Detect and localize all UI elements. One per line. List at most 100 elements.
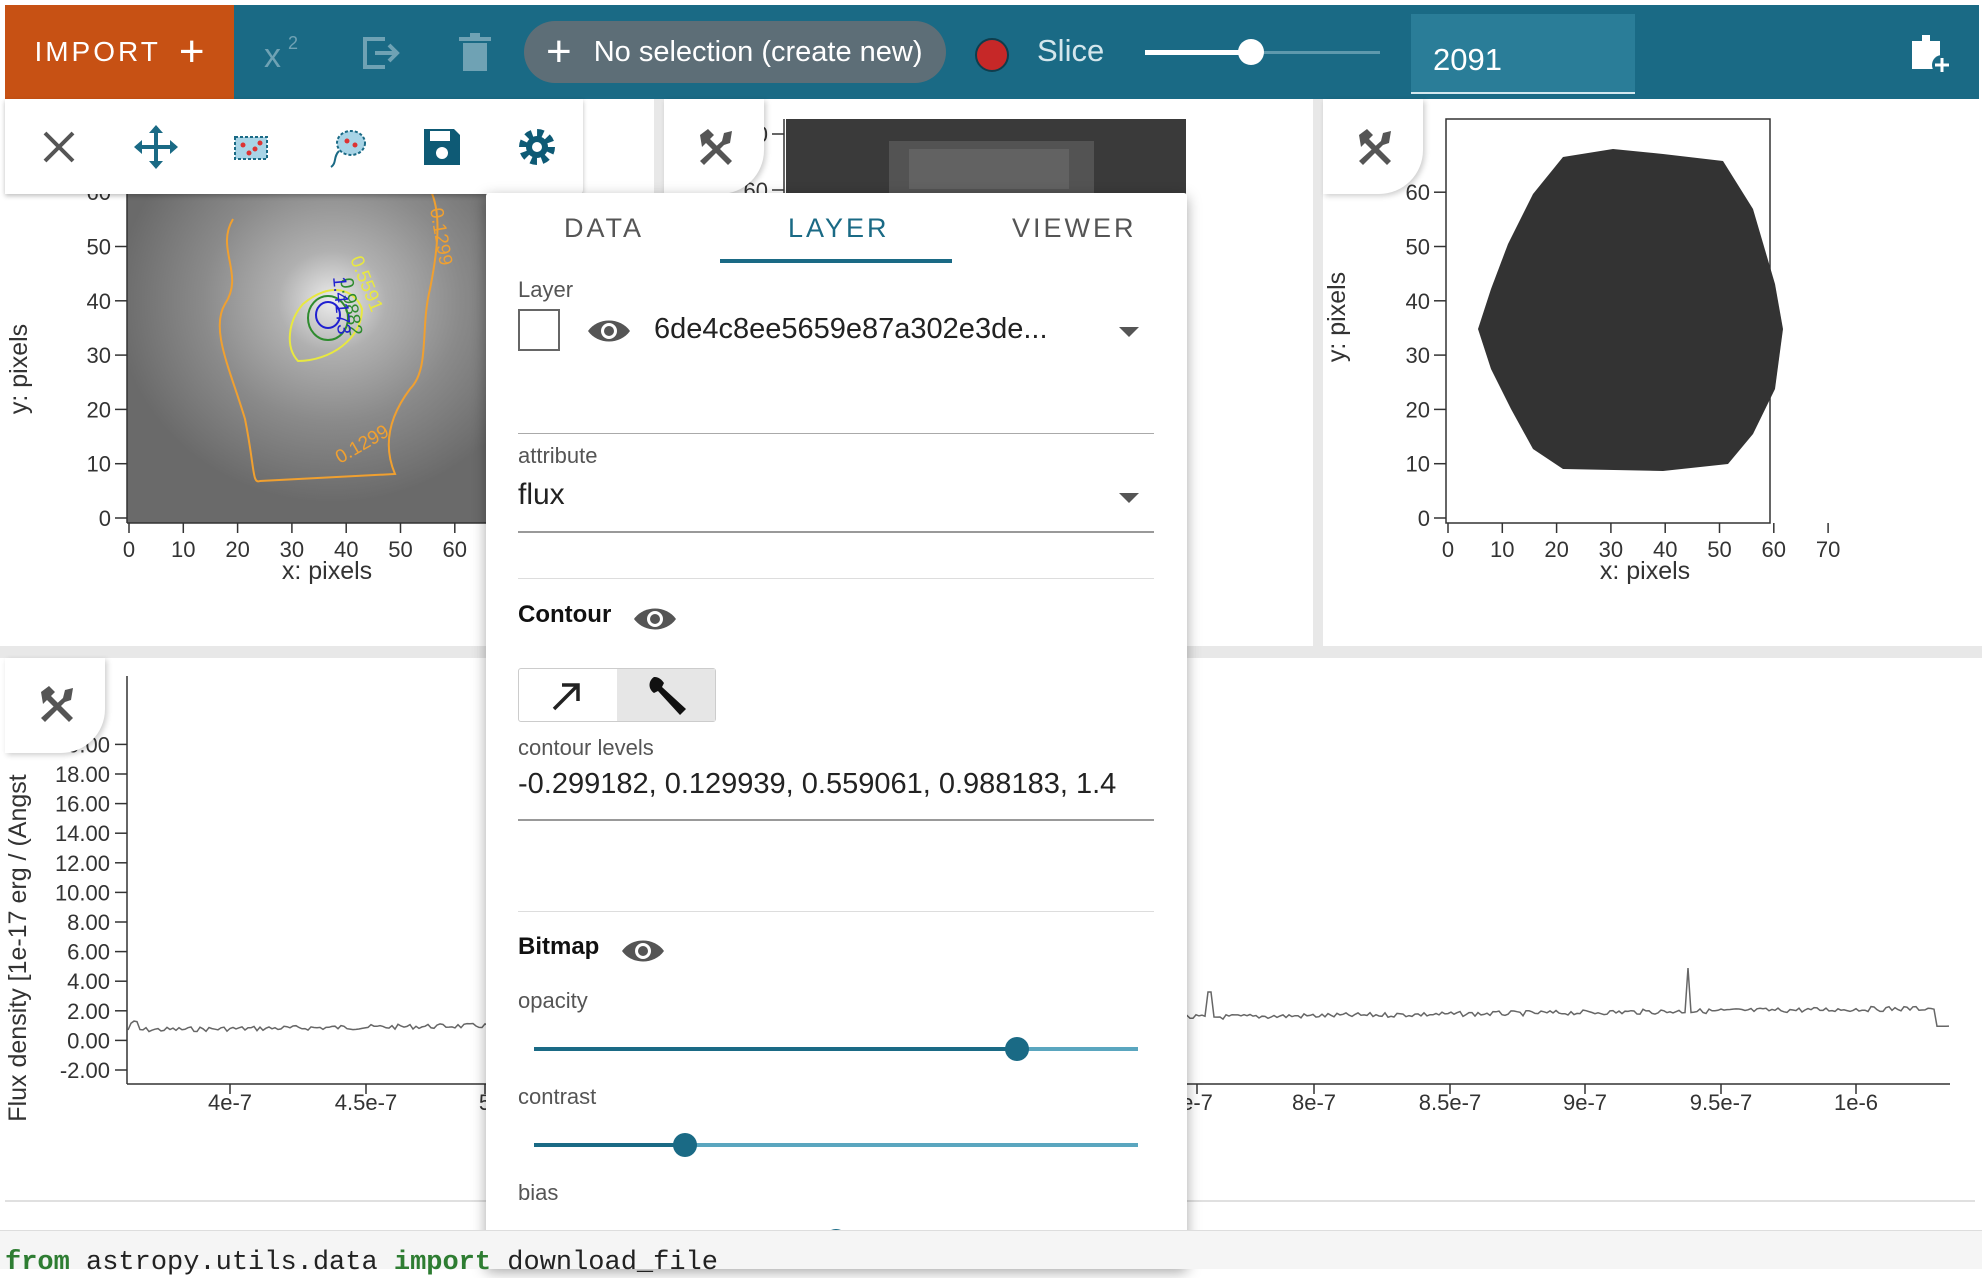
rectangle-select-icon[interactable]: [227, 123, 275, 171]
image-viewer-1[interactable]: 0.5591 0.9882 1.4173 0.1299 0.1299 01020…: [0, 99, 654, 646]
close-icon[interactable]: [35, 123, 83, 171]
slice-slider-thumb[interactable]: [1238, 39, 1264, 65]
y-tick-label: 20: [1406, 397, 1430, 422]
lasso-select-icon[interactable]: [323, 123, 371, 171]
active-tab-indicator: [720, 259, 952, 263]
viewer-tools-toggle[interactable]: [5, 658, 105, 753]
contrast-slider-track[interactable]: [534, 1143, 1138, 1147]
layer-select[interactable]: 6de4c8ee5659e87a302e3de...: [654, 313, 1048, 345]
x-tick-label: 8e-7: [1292, 1090, 1336, 1115]
image-1-bitmap: [127, 187, 487, 523]
slice-input[interactable]: 2091: [1411, 14, 1635, 94]
hammer-wrench-icon: [1359, 129, 1391, 165]
contour-label: 1.4173: [328, 276, 354, 336]
y-tick-label: 0: [99, 506, 111, 531]
import-button[interactable]: IMPORT +: [5, 5, 234, 99]
selection-dropdown[interactable]: + No selection (create new): [524, 21, 946, 83]
x-tick-label: 50: [1707, 537, 1731, 562]
eye-icon[interactable]: [632, 599, 678, 639]
y-tick-label: 50: [1406, 235, 1430, 260]
superscript-x-icon[interactable]: x 2: [262, 31, 306, 75]
viewer-tools-toggle[interactable]: [664, 99, 764, 194]
opacity-slider-fill: [534, 1047, 1018, 1051]
plus-icon: +: [546, 27, 572, 76]
contour-levels-label: contour levels: [518, 735, 654, 760]
hammer-wrench-icon: [41, 686, 73, 722]
trash-icon[interactable]: [453, 31, 497, 75]
x-axis-ticks: 0 10 20 30 40 50 60 70: [1442, 523, 1840, 562]
eye-icon[interactable]: [620, 931, 666, 971]
x-tick-label: 0: [123, 537, 135, 562]
y-axis-label: y: pixels: [1323, 272, 1351, 362]
y-tick-label: 20: [87, 397, 111, 422]
chevron-down-icon[interactable]: [1118, 325, 1140, 339]
viewer-toolbar: [5, 99, 583, 194]
contour-yellow: [288, 289, 364, 363]
code-line[interactable]: from astropy.utils.data import download_…: [5, 1248, 718, 1278]
hammer-wrench-icon: [700, 129, 732, 165]
spectrum-viewer[interactable]: -2.00 0.00 2.00 4.00 6.00 8.00 10.00 12.00 14.00…: [0, 658, 1982, 1200]
x-tick-label: 60: [1762, 537, 1786, 562]
gear-icon[interactable]: [513, 123, 561, 171]
selection-label: No selection (create new): [593, 35, 923, 68]
opacity-label: opacity: [518, 988, 588, 1013]
divider: [518, 911, 1154, 912]
import-label: IMPORT: [34, 36, 161, 67]
app-toolbar: IMPORT + x 2 + No selection (create new)…: [5, 5, 1979, 99]
eye-icon[interactable]: [586, 311, 632, 351]
contour-levels-input[interactable]: -0.299182, 0.129939, 0.559061, 0.988183,…: [518, 768, 1117, 800]
x-tick-label: 30: [280, 537, 304, 562]
x-tick-label: 4e-7: [208, 1090, 252, 1115]
x-tick-label: 8.5e-7: [1419, 1090, 1481, 1115]
divider: [518, 578, 1154, 579]
export-icon[interactable]: [357, 31, 401, 75]
x-axis-ticks: 4e-7 4.5e-7 5 e-7 8e-7 8.5e-7 9e-7 9.5e-7 1e-6: [208, 1084, 1878, 1115]
contrast-label: contrast: [518, 1084, 597, 1109]
y-tick-label: 40: [87, 289, 111, 314]
x-tick-label: 60: [443, 537, 467, 562]
y-tick-label: 30: [87, 343, 111, 368]
x-tick-label: 9.5e-7: [1690, 1090, 1752, 1115]
chevron-down-icon[interactable]: [1118, 491, 1140, 505]
attribute-field-underline: [518, 531, 1154, 533]
y-tick-label: 0: [1418, 506, 1430, 531]
contour-orange: [218, 188, 439, 483]
y-tick-label: -2.00: [60, 1058, 110, 1083]
tab-data[interactable]: DATA: [564, 213, 645, 243]
opacity-slider-thumb[interactable]: [1005, 1037, 1030, 1061]
svg-text:2: 2: [288, 33, 298, 53]
arrow-up-right-icon[interactable]: [548, 677, 586, 715]
x-tick-label: 40: [1653, 537, 1677, 562]
x-tick-label: 70: [1816, 537, 1840, 562]
y-tick-label: 10: [87, 452, 111, 477]
tab-layer[interactable]: LAYER: [788, 213, 890, 243]
save-icon[interactable]: [418, 123, 466, 171]
x-axis-label: x: pixels: [1600, 557, 1690, 585]
wrench-icon[interactable]: [644, 673, 690, 719]
layer-options-popup: DATA LAYER VIEWER Layer 6de4c8ee5659e87a…: [486, 193, 1187, 1268]
pan-move-icon[interactable]: [132, 123, 180, 171]
y-tick-label: 16.00: [55, 792, 110, 817]
image-3-mask: [1478, 149, 1783, 471]
y-tick-label: 14.00: [55, 821, 110, 846]
attribute-select[interactable]: flux: [518, 478, 565, 511]
add-viewer-icon[interactable]: [1908, 29, 1954, 75]
x-axis-label: x: pixels: [282, 557, 372, 585]
y-tick-label: 10.00: [55, 880, 110, 905]
x-tick-label: 1e-6: [1834, 1090, 1878, 1115]
layer-label: Layer: [518, 277, 574, 302]
y-tick-label: 2.00: [67, 999, 110, 1024]
viewer-tools-toggle[interactable]: [1323, 99, 1423, 194]
panel-divider[interactable]: [1313, 99, 1323, 646]
notebook-cell[interactable]: [0, 1230, 1982, 1269]
tab-viewer[interactable]: VIEWER: [1012, 213, 1137, 243]
x-tick-label: 10: [1490, 537, 1514, 562]
layer-color-swatch[interactable]: [518, 309, 560, 351]
y-axis-ticks: -2.00 0.00 2.00 4.00 6.00 8.00 10.00 12.00 14.00…: [55, 732, 127, 1083]
contrast-slider-thumb[interactable]: [673, 1133, 697, 1157]
code-text: astropy.utils.data: [69, 1248, 394, 1278]
contour-levels-underline: [518, 819, 1154, 821]
